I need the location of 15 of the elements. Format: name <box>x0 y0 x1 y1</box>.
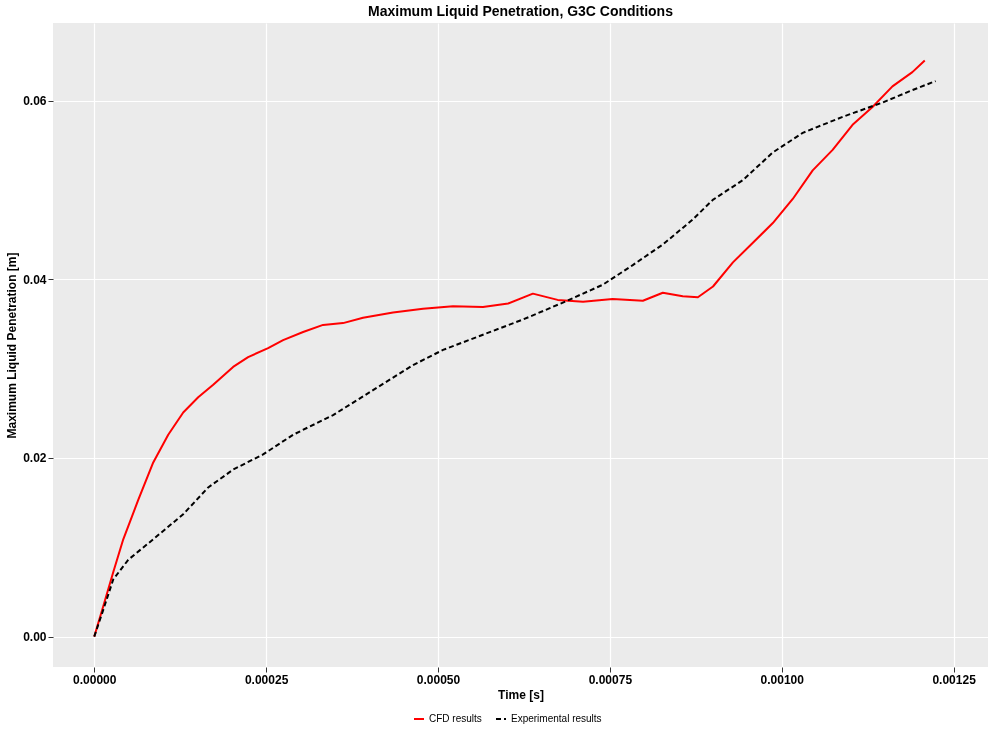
y-tick-label: 0.00 <box>23 630 47 645</box>
x-tick-label: 0.00000 <box>73 672 117 687</box>
y-tick-label: 0.02 <box>23 451 47 466</box>
x-tick-label: 0.00100 <box>760 672 805 687</box>
x-tick-label: 0.00125 <box>932 672 977 687</box>
legend-label: Experimental results <box>511 713 602 724</box>
x-tick-label: 0.00050 <box>416 672 461 687</box>
legend-label: CFD results <box>429 713 482 724</box>
x-tick-label: 0.00025 <box>244 672 289 687</box>
y-axis-title: Maximum Liquid Penetration [m] <box>5 252 20 439</box>
chart-title: Maximum Liquid Penetration, G3C Conditions <box>368 3 674 19</box>
y-tick-label: 0.04 <box>23 272 47 287</box>
x-axis-title: Time [s] <box>498 687 544 702</box>
y-tick-label: 0.06 <box>23 94 47 109</box>
x-tick-label: 0.00075 <box>588 672 633 687</box>
